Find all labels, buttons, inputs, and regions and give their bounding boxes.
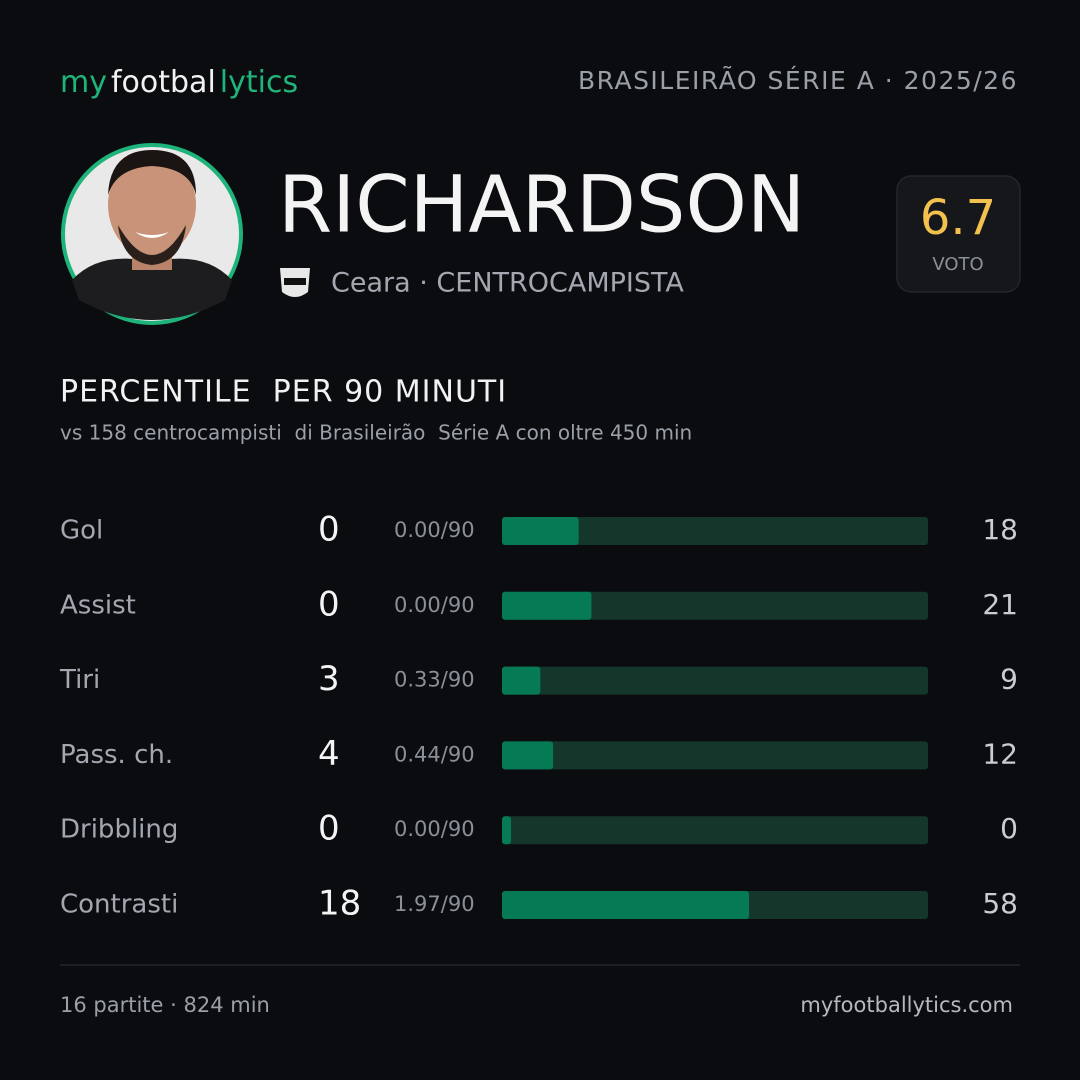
stat-percentile: 12 bbox=[982, 737, 1018, 770]
team-role: Ceara · CENTROCAMPISTA bbox=[331, 268, 684, 299]
stat-per90: 0.33/90 bbox=[394, 668, 475, 692]
stat-count: 0 bbox=[318, 584, 340, 624]
stat-percentile: 21 bbox=[982, 588, 1018, 621]
bar bbox=[502, 591, 592, 620]
section-title: PERCENTILE PER 90 MINUTI bbox=[60, 375, 507, 410]
bar bbox=[502, 517, 579, 545]
stat-per90: 0.00/90 bbox=[394, 593, 475, 617]
stat-percentile: 58 bbox=[982, 887, 1018, 920]
logo-footbal: footbal bbox=[111, 65, 216, 100]
stat-count: 3 bbox=[318, 659, 340, 699]
bar-track bbox=[502, 816, 928, 845]
stat-percentile: 9 bbox=[1000, 663, 1018, 696]
rating-value: 6.7 bbox=[920, 190, 996, 246]
player-name: RICHARDSON bbox=[278, 160, 805, 250]
stat-percentile: 0 bbox=[1000, 812, 1018, 845]
footer-right: myfootballytics.com bbox=[800, 993, 1013, 1017]
stat-label: Gol bbox=[60, 516, 103, 546]
stat-count: 18 bbox=[318, 884, 361, 924]
footer-left: 16 partite · 824 min bbox=[60, 993, 270, 1017]
bar bbox=[502, 816, 511, 845]
stat-per90: 0.00/90 bbox=[394, 817, 475, 841]
stat-rows: Gol 0 0.00/90 18 Assist 0 0.00/90 21 Tiri 3 0.33/9… bbox=[59, 510, 1018, 924]
bar bbox=[502, 891, 750, 919]
section-subtitle: vs 158 centrocampisti di Brasileirão Sér… bbox=[60, 421, 692, 445]
stat-label: Tiri bbox=[59, 665, 100, 695]
league: BRASILEIRÃO SÉRIE A · 2025/26 bbox=[578, 65, 1018, 95]
logo-lytics: lytics bbox=[220, 65, 298, 100]
bar-track bbox=[502, 666, 928, 695]
player-photo bbox=[61, 143, 243, 325]
stat-count: 4 bbox=[318, 734, 340, 774]
stat-per90: 0.00/90 bbox=[394, 518, 475, 542]
stat-label: Assist bbox=[60, 590, 136, 620]
logo: my footbal lytics bbox=[60, 65, 298, 100]
stat-per90: 0.44/90 bbox=[394, 742, 475, 766]
stat-label: Pass. ch. bbox=[60, 740, 173, 770]
rating-label: VOTO bbox=[932, 254, 983, 275]
team-crest bbox=[280, 268, 310, 297]
stat-count: 0 bbox=[318, 809, 340, 849]
stat-percentile: 18 bbox=[982, 513, 1018, 546]
bar-track bbox=[502, 741, 928, 770]
bar-track bbox=[502, 591, 928, 620]
stat-per90: 1.97/90 bbox=[394, 892, 475, 916]
stat-label: Dribbling bbox=[60, 815, 178, 845]
logo-my: my bbox=[60, 65, 107, 100]
bar-track bbox=[502, 517, 928, 545]
rating-box bbox=[896, 175, 1021, 293]
bar bbox=[502, 666, 541, 695]
stat-label: Contrasti bbox=[60, 890, 178, 920]
bar bbox=[502, 741, 554, 770]
stat-count: 0 bbox=[318, 510, 340, 550]
